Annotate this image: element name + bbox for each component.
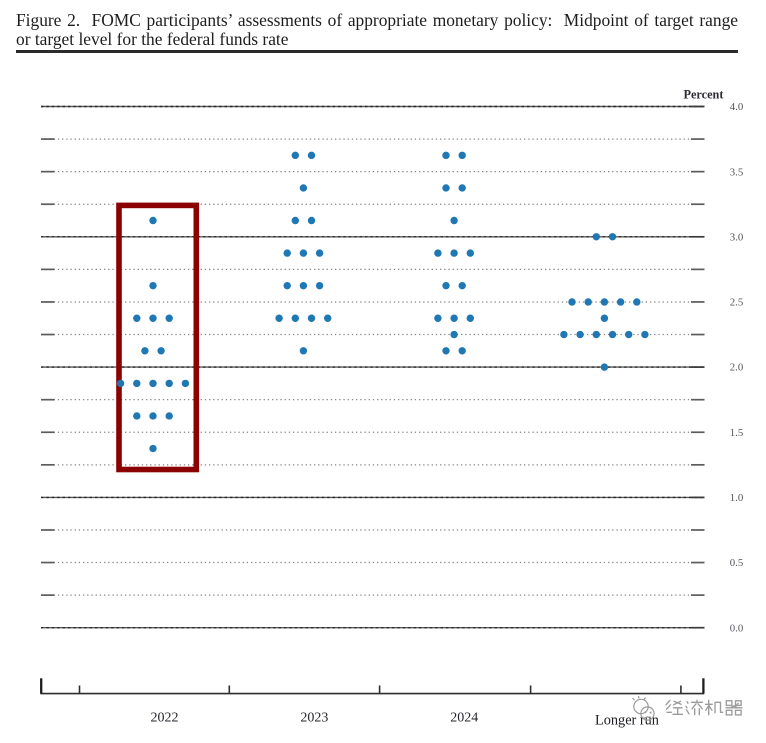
svg-text:2024: 2024 (450, 711, 478, 726)
svg-text:2.5: 2.5 (730, 297, 744, 309)
svg-text:Longer run: Longer run (595, 713, 659, 729)
svg-text:2023: 2023 (300, 711, 328, 726)
svg-text:0.0: 0.0 (730, 622, 744, 634)
svg-text:3.0: 3.0 (730, 231, 744, 243)
svg-text:2022: 2022 (151, 711, 179, 726)
svg-text:4.0: 4.0 (730, 101, 744, 113)
svg-text:0.5: 0.5 (730, 557, 744, 569)
svg-text:3.5: 3.5 (730, 166, 744, 178)
svg-text:1.0: 1.0 (730, 492, 744, 504)
svg-text:2.0: 2.0 (730, 362, 744, 374)
svg-text:Percent: Percent (683, 88, 724, 102)
svg-text:1.5: 1.5 (730, 427, 744, 439)
